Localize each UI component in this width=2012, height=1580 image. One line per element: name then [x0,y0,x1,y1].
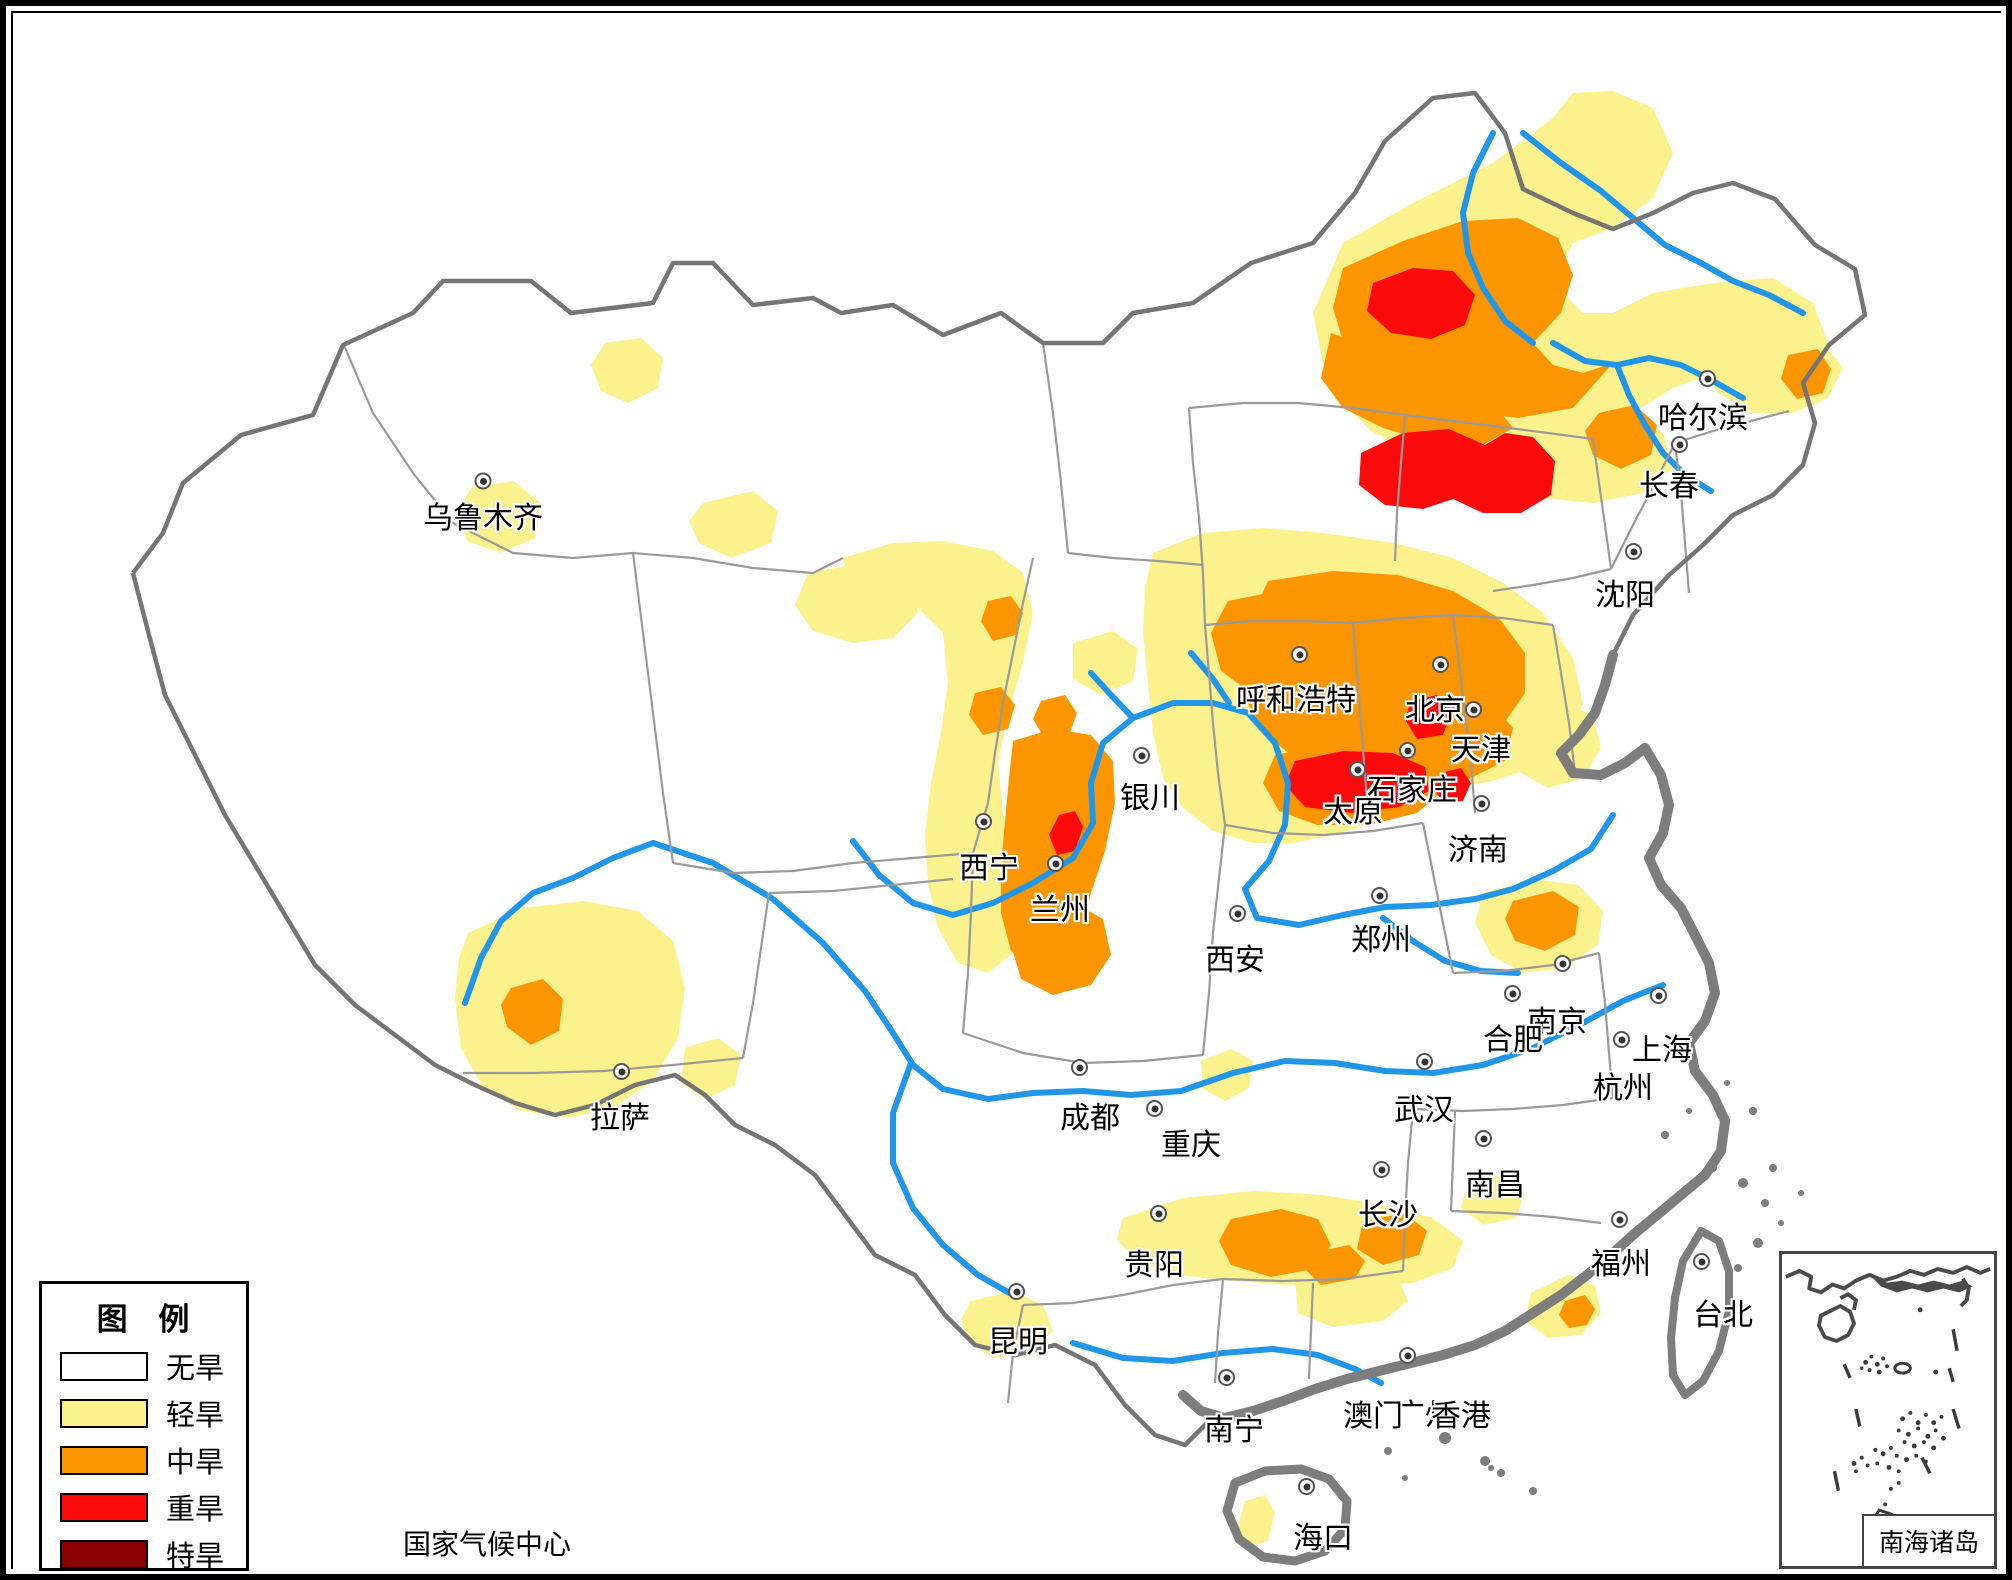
drought-areas-severe [1049,268,1555,855]
inset-label: 南海诸岛 [1862,1514,1994,1566]
legend-swatch [60,1351,148,1381]
source-credit: 国家气候中心 [403,1528,572,1561]
hainan-island [1222,1464,1352,1566]
legend-row: 中旱 [42,1439,246,1481]
national-border [130,90,1868,1448]
legend-label: 特旱 [166,1539,225,1573]
legend-swatch [60,1492,148,1522]
legend-row: 无旱 [42,1345,246,1387]
rivers [462,130,1806,1386]
legend-swatch [60,1445,148,1475]
coastline [1178,650,1730,1423]
south-china-sea-inset[interactable]: 南海诸岛 [1779,1251,1997,1569]
legend-label: 中旱 [166,1445,225,1479]
province-borders [341,342,1790,1404]
legend-row: 重旱 [42,1486,246,1528]
map-frame: NCC 中 国 全国气象干旱综合监测图 2010年08月05日 [11,11,2006,1574]
legend-box: 图 例 无旱轻旱中旱重旱特旱 [39,1281,249,1573]
legend-row: 特旱 [42,1533,246,1574]
legend-row: 轻旱 [42,1392,246,1434]
legend-label: 无旱 [166,1351,225,1385]
legend-label: 重旱 [166,1492,225,1526]
offshore-islands [1367,1080,1804,1495]
china-drought-map[interactable]: 乌鲁木齐 哈尔滨 长春 沈阳 呼和浩特 北京 天津 石家庄 太原 济南 银川 西宁 兰州 西安 郑州 南京 合肥… [13,13,2006,1574]
legend-rows: 无旱轻旱中旱重旱特旱 [42,1345,246,1574]
legend-label: 轻旱 [166,1398,225,1432]
taiwan-island [1667,1227,1733,1399]
legend-swatch [60,1398,148,1428]
legend-title: 图 例 [96,1302,200,1338]
legend-swatch [60,1539,148,1569]
